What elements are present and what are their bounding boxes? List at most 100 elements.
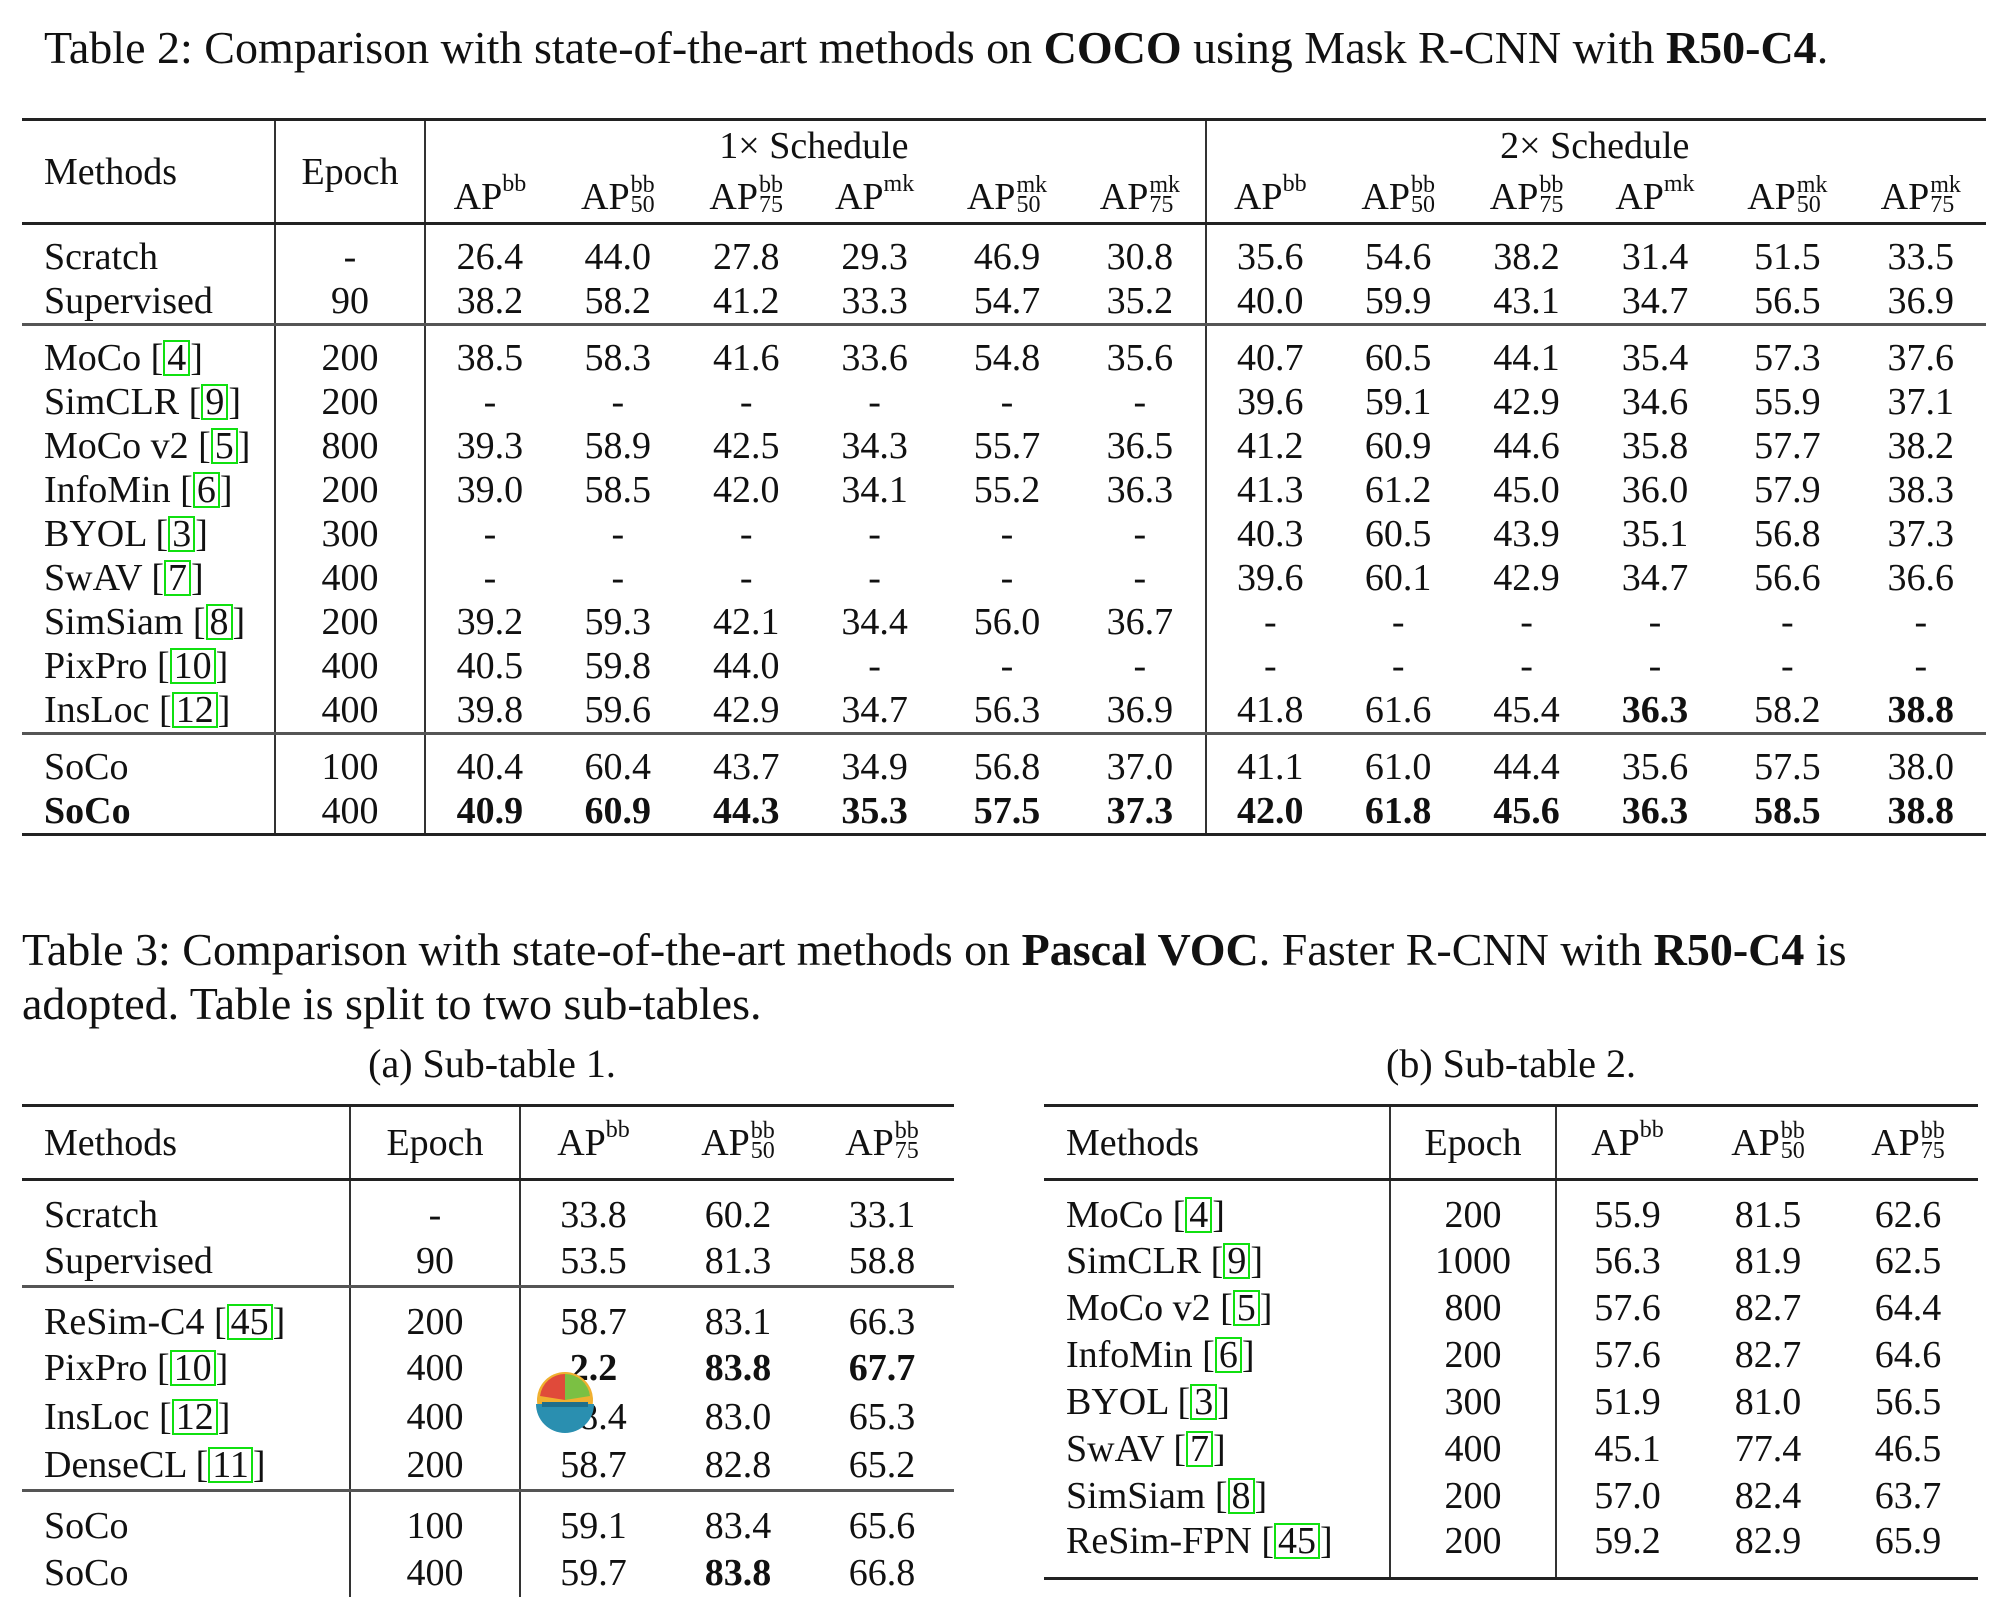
ap-header: AP bb 75 xyxy=(1871,1117,1945,1164)
epoch-cell: 100 xyxy=(350,1489,521,1548)
ap-header: AP bb 75 xyxy=(845,1117,919,1164)
value-cell: 56.3 xyxy=(973,689,1041,731)
value-cell: 34.4 xyxy=(841,601,908,643)
epoch-cell: 200 xyxy=(1390,1519,1557,1579)
citation-link[interactable]: 3 xyxy=(1190,1383,1218,1421)
table-row: MoCo [4] 200 38.5 58.3 41.6 33.6 54.8 35.6 40.7 6… xyxy=(22,323,1986,380)
value-cell: 40.5 xyxy=(456,645,524,687)
value-cell: 56.8 xyxy=(1754,513,1821,555)
value-cell: 41.3 xyxy=(1237,469,1304,511)
citation-link[interactable]: 7 xyxy=(1186,1430,1214,1468)
table-row: Scratch -33.8 60.2 33.1 xyxy=(22,1179,954,1237)
epoch-cell: 300 xyxy=(1390,1378,1557,1425)
citation-link[interactable]: 45 xyxy=(226,1303,273,1341)
value-cell: - xyxy=(868,513,881,555)
citation-link[interactable]: 12 xyxy=(171,1398,218,1436)
t3a-method-5: DenseCL [11] xyxy=(22,1441,351,1491)
value-cell: 58.9 xyxy=(584,425,652,467)
ap-header: AP mk 50 xyxy=(1747,171,1828,218)
value-cell: 59.6 xyxy=(584,689,652,731)
value-cell: - xyxy=(1075,380,1207,424)
value-cell: 54.6 xyxy=(1364,236,1432,278)
value-cell: 61.8 xyxy=(1364,790,1432,832)
value-cell: 36.3 xyxy=(1621,689,1689,731)
value-cell: 37.3 xyxy=(1075,789,1207,835)
value-cell: 56.5 xyxy=(1874,1380,1942,1423)
citation-link[interactable]: 6 xyxy=(192,471,220,509)
value-cell: - xyxy=(1000,513,1014,555)
epoch-cell: 800 xyxy=(274,424,427,468)
citation-link[interactable]: 5 xyxy=(210,427,238,465)
citation-link[interactable]: 45 xyxy=(1273,1522,1320,1560)
citation-link[interactable]: 10 xyxy=(169,1349,216,1387)
t3a-method-6: SoCo xyxy=(22,1489,351,1548)
ap-header: AP bb 50 xyxy=(581,171,655,218)
citation-link[interactable]: 12 xyxy=(171,691,218,729)
citation-link[interactable]: 10 xyxy=(169,647,216,685)
epoch-cell: 200 xyxy=(274,600,427,644)
citation-link[interactable]: 4 xyxy=(1185,1196,1213,1234)
citation-link[interactable]: 9 xyxy=(1223,1242,1251,1280)
value-cell: 36.5 xyxy=(1075,424,1207,468)
citation-link[interactable]: 8 xyxy=(205,603,233,641)
t3b-method-2: MoCo v2 [5] xyxy=(1044,1284,1391,1331)
value-cell: 45.1 xyxy=(1594,1427,1661,1470)
citation-link[interactable]: 11 xyxy=(208,1446,253,1484)
value-cell: - xyxy=(1914,601,1928,643)
citation-link[interactable]: 6 xyxy=(1214,1336,1242,1374)
col-methods: Methods xyxy=(1044,1105,1391,1180)
value-cell: 56.5 xyxy=(1754,280,1821,322)
value-cell: 44.3 xyxy=(712,790,780,832)
value-cell: 35.6 xyxy=(1590,732,1720,789)
value-cell: 44.4 xyxy=(1462,732,1591,789)
value-cell: 57.6 xyxy=(1594,1333,1661,1376)
value-cell: 65.2 xyxy=(848,1444,916,1487)
value-cell: 39.8 xyxy=(456,689,524,731)
citation-link[interactable]: 8 xyxy=(1227,1477,1255,1515)
subtable1-title: (a) Sub-table 1. xyxy=(368,1041,616,1086)
value-cell: 55.9 xyxy=(1594,1194,1661,1236)
citation-link[interactable]: 4 xyxy=(163,339,191,377)
table-row: Scratch -26.4 44.0 27.8 29.3 46.9 30.8 35.6 54.6… xyxy=(22,223,1986,279)
value-cell: 40.0 xyxy=(1237,280,1304,322)
value-cell: 63.7 xyxy=(1874,1474,1942,1517)
value-cell: 55.2 xyxy=(973,469,1041,511)
ap-header: AP mk 75 xyxy=(1075,171,1207,224)
value-cell: 44.0 xyxy=(712,645,780,687)
value-cell: 37.6 xyxy=(1855,323,1986,380)
value-cell: 42.1 xyxy=(712,601,780,643)
col-methods: Methods xyxy=(22,119,276,224)
value-cell: 57.6 xyxy=(1594,1286,1661,1329)
table-row: PixPro [10] 400 40.5 59.8 44.0 - - - - - - - - - xyxy=(22,644,1986,688)
value-cell: 57.5 xyxy=(1719,732,1856,789)
epoch-cell: 400 xyxy=(274,644,427,688)
value-cell: 38.2 xyxy=(1887,425,1955,467)
epoch-cell: 100 xyxy=(274,732,427,789)
citation-link[interactable]: 9 xyxy=(201,383,229,421)
value-cell: 54.8 xyxy=(938,323,1076,380)
value-cell: 83.8 xyxy=(704,1551,772,1594)
table-row: SimCLR [9] 200- - - - - -39.6 59.1 42.9 34.6 55.9 3… xyxy=(22,380,1986,424)
epoch-cell: 200 xyxy=(350,1284,521,1344)
t3b-method-6: SimSiam [8] xyxy=(1044,1472,1391,1519)
epoch-cell: - xyxy=(274,223,427,279)
value-cell: 66.8 xyxy=(848,1551,916,1594)
value-cell: 67.7 xyxy=(848,1347,916,1389)
citation-link[interactable]: 3 xyxy=(168,515,196,553)
value-cell: 57.3 xyxy=(1719,323,1856,380)
col-methods: Methods xyxy=(22,1105,351,1180)
citation-link[interactable]: 5 xyxy=(1232,1289,1260,1327)
value-cell: 42.9 xyxy=(1493,557,1560,599)
table-row: Supervised 90 53.5 81.3 58.8 xyxy=(22,1237,954,1286)
table2-caption: Table 2: Comparison with state-of-the-ar… xyxy=(44,22,1829,73)
citation-link[interactable]: 7 xyxy=(164,559,192,597)
value-cell: 81.0 xyxy=(1734,1380,1802,1423)
value-cell: 60.4 xyxy=(553,732,682,789)
value-cell: 56.0 xyxy=(973,601,1041,643)
value-cell: 35.4 xyxy=(1590,323,1720,380)
value-cell: 66.3 xyxy=(810,1284,954,1344)
value-cell: - xyxy=(739,513,753,555)
table-row: ReSim-FPN [45] 200 59.2 82.9 65.9 xyxy=(1044,1519,1978,1579)
value-cell: 59.8 xyxy=(584,645,652,687)
value-cell: 33.6 xyxy=(810,323,939,380)
